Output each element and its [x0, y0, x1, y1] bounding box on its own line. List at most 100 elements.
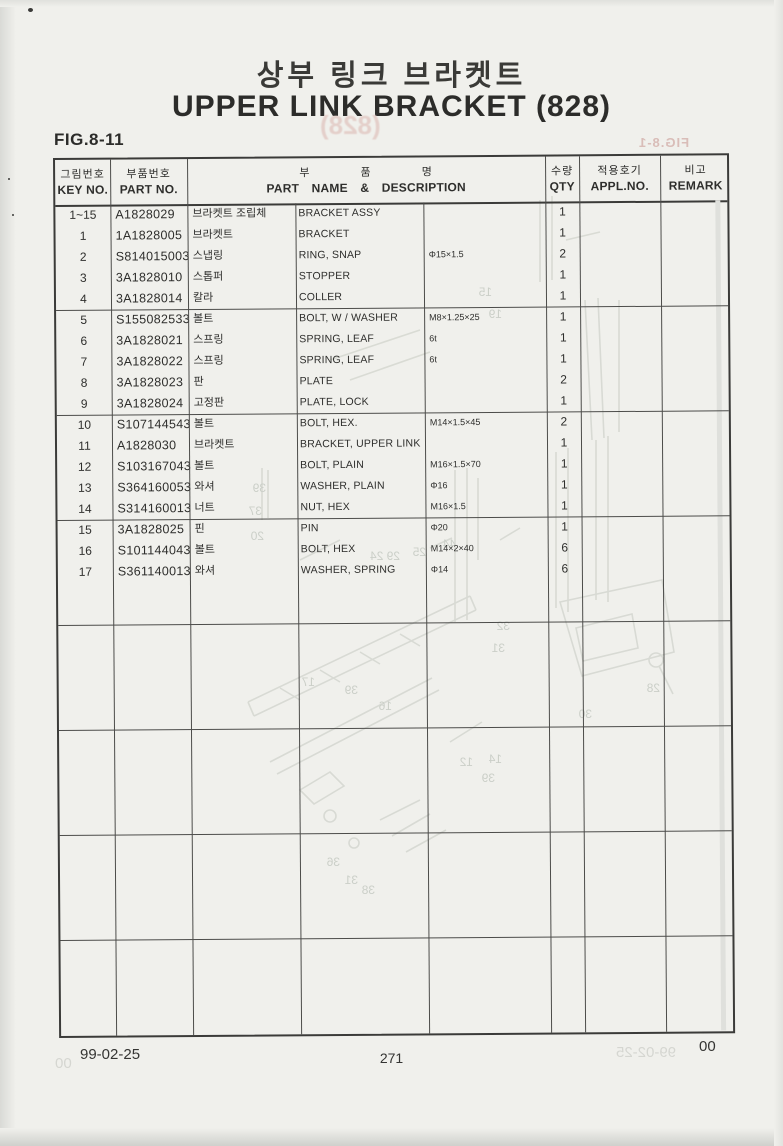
cell-part_no: A1828030: [116, 438, 177, 453]
header-qty-ko: 수량: [550, 164, 574, 178]
cell-name_en: PLATE: [299, 375, 334, 388]
column-header-qty: 수량 QTY: [545, 156, 579, 201]
cell-qty: 1: [558, 204, 566, 219]
cell-name_ko: 스프링: [193, 354, 224, 368]
column-header-appl: 적용호기 APPL.NO.: [579, 156, 660, 202]
cell-qty: 6: [561, 561, 569, 576]
cell-qty: 1: [560, 351, 567, 366]
cell-key: 1: [79, 228, 87, 243]
cell-name_en: COLLER: [298, 290, 343, 304]
cell-name_en: PLATE, LOCK: [299, 395, 369, 409]
scan-speck: [28, 8, 33, 12]
cell-part_no: 3A1828022: [116, 354, 184, 369]
cell-part_no: S155082533: [116, 312, 191, 327]
svg-text:25: 25: [412, 545, 426, 559]
figure-label: FIG.8-11: [54, 130, 125, 149]
cell-part_no: 3A1828023: [116, 375, 184, 390]
svg-text:15: 15: [478, 285, 492, 299]
svg-text:31: 31: [491, 641, 505, 655]
cell-spec: M16×1.5×70: [430, 459, 481, 470]
cell-name_ko: 볼트: [194, 543, 216, 557]
cell-name_ko: 스톱퍼: [192, 270, 224, 284]
table-gridline-h: [58, 620, 731, 626]
cell-name_en: BOLT, PLAIN: [300, 458, 365, 472]
svg-text:28: 28: [646, 681, 660, 695]
cell-spec: M14×1.5×45: [429, 417, 481, 428]
parts-table: 그림번호 KEY NO. 부품번호 PART NO. 부 품 명 PART NA…: [53, 153, 736, 1038]
svg-text:37: 37: [248, 504, 262, 518]
cell-name_en: WASHER, SPRING: [300, 563, 396, 577]
cell-name_ko: 칼라: [192, 291, 214, 305]
cell-qty: 1: [559, 267, 567, 282]
footer-revision: 00: [699, 1038, 716, 1055]
cell-part_no: 3A1828021: [116, 333, 183, 348]
cell-name_ko: 와셔: [194, 564, 216, 578]
svg-text:31: 31: [344, 873, 358, 887]
cell-qty: 2: [560, 414, 568, 429]
cell-name_en: PIN: [300, 522, 319, 535]
header-appl-ko: 적용호기: [597, 164, 642, 177]
cell-key: 3: [79, 270, 87, 285]
footer-page-number: 271: [379, 1050, 404, 1066]
cell-qty: 1: [559, 309, 567, 324]
scan-speck: [12, 214, 14, 216]
cell-name_ko: 볼트: [194, 459, 215, 473]
cell-part_no: 3A1828025: [117, 522, 185, 537]
header-remark-ko: 비고: [684, 163, 707, 177]
cell-name_en: BOLT, W / WASHER: [299, 311, 399, 325]
cell-key: 12: [77, 459, 92, 474]
column-header-key: 그림번호 KEY NO.: [55, 160, 110, 205]
cell-key: 2: [79, 249, 87, 264]
cell-name_en: NUT, HEX: [300, 500, 350, 514]
table-gridline-h: [59, 830, 732, 836]
cell-name_en: RING, SNAP: [298, 248, 362, 262]
cell-spec: Φ20: [430, 522, 448, 533]
svg-text:39: 39: [481, 771, 495, 785]
cell-qty: 2: [559, 246, 567, 261]
cell-name_en: BRACKET ASSY: [298, 206, 381, 220]
cell-key: 5: [80, 312, 88, 327]
footer-date: 99-02-25: [80, 1046, 141, 1063]
table-gridline-h: [58, 725, 731, 731]
header-qty-en: QTY: [549, 178, 575, 194]
header-key-en: KEY NO.: [57, 182, 109, 197]
cell-spec: 6t: [429, 354, 437, 365]
cell-key: 17: [78, 564, 93, 579]
cell-name_en: WASHER, PLAIN: [300, 479, 385, 493]
cell-name_en: BOLT, HEX.: [299, 416, 358, 430]
cell-part_no: S364160053: [117, 480, 192, 495]
cell-name_ko: 고정판: [193, 396, 225, 410]
cell-part_no: S101144043: [117, 543, 191, 558]
page-title-english: UPPER LINK BRACKET (828): [171, 90, 612, 123]
cell-key: 7: [80, 354, 88, 369]
cell-qty: 1: [559, 330, 567, 345]
cell-part_no: 3A1828010: [115, 270, 183, 285]
cell-name_ko: 볼트: [193, 417, 215, 431]
header-key-ko: 그림번호: [60, 168, 105, 181]
cell-qty: 1: [560, 435, 568, 450]
cell-key: 13: [78, 480, 92, 495]
cell-name_ko: 브라켓트: [192, 228, 234, 242]
cell-spec: Φ15×1.5: [428, 249, 464, 260]
cell-spec: M14×2×40: [430, 543, 474, 554]
cell-spec: Φ16: [430, 480, 448, 491]
cell-qty: 1: [561, 498, 568, 513]
column-header-partno: 부품번호 PART NO.: [110, 159, 187, 205]
cell-name_en: SPRING, LEAF: [299, 353, 375, 367]
cell-part_no: A1828029: [115, 207, 175, 222]
cell-qty: 1: [559, 288, 567, 303]
cell-name_ko: 핀: [194, 522, 205, 536]
cell-key: 1~15: [69, 207, 97, 222]
cell-name_en: BRACKET, UPPER LINK: [299, 437, 421, 451]
cell-spec: M8×1.25×25: [429, 312, 480, 323]
page-title-korean: 상부 링크 브라켓트: [256, 60, 527, 92]
svg-text:39: 39: [252, 481, 266, 495]
svg-text:17: 17: [301, 675, 315, 689]
cell-qty: 1: [560, 393, 568, 408]
table-gridline-h: [60, 935, 733, 941]
cell-key: 9: [80, 396, 88, 411]
scan-speck: [8, 178, 10, 180]
header-appl-en: APPL.NO.: [590, 178, 649, 193]
header-name-en: PART NAME & DESCRIPTION: [266, 179, 466, 196]
